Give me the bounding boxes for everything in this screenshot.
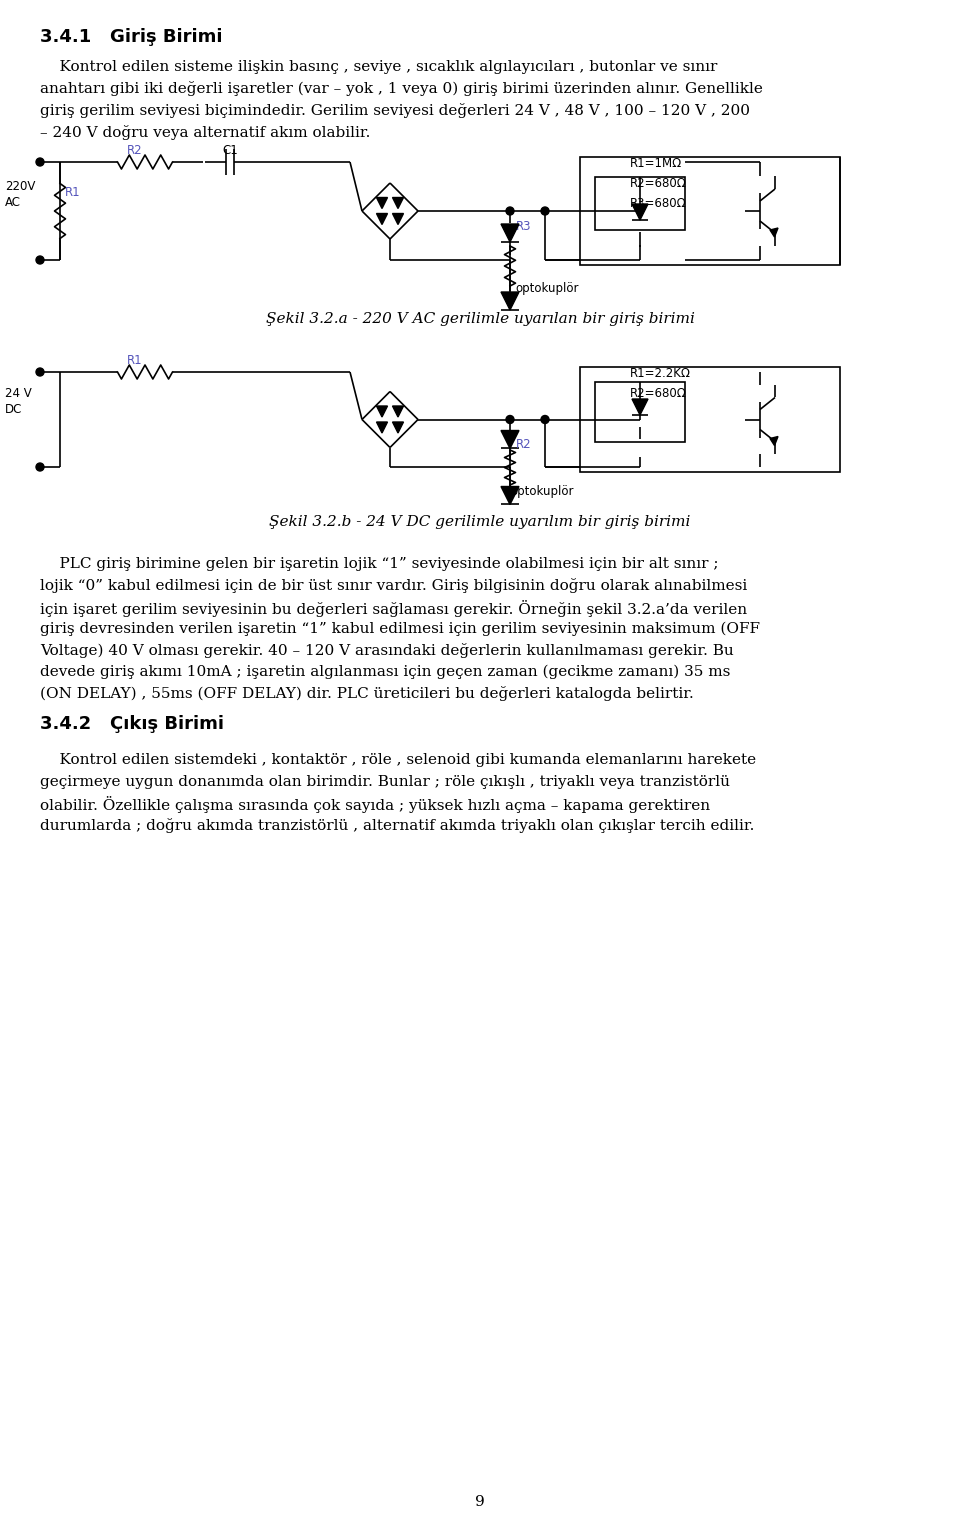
Text: lojik “0” kabul edilmesi için de bir üst sınır vardır. Giriş bilgisinin doğru ol: lojik “0” kabul edilmesi için de bir üst…	[40, 579, 747, 594]
Polygon shape	[376, 421, 388, 434]
Circle shape	[506, 208, 514, 215]
Text: geçirmeye uygun donanımda olan birimdir. Bunlar ; röle çıkışlı , triyaklı veya t: geçirmeye uygun donanımda olan birimdir.…	[40, 776, 730, 789]
Text: anahtarı gibi iki değerli işaretler (var – yok , 1 veya 0) giriş birimi üzerinde: anahtarı gibi iki değerli işaretler (var…	[40, 81, 763, 96]
Text: R1: R1	[127, 354, 143, 366]
Text: Voltage) 40 V olması gerekir. 40 – 120 V arasındaki değerlerin kullanılmaması ge: Voltage) 40 V olması gerekir. 40 – 120 V…	[40, 643, 733, 658]
Text: Kontrol edilen sisteme ilişkin basınç , seviye , sıcaklık algılayıcıları , buton: Kontrol edilen sisteme ilişkin basınç , …	[40, 60, 717, 73]
Text: C1: C1	[222, 144, 238, 157]
Text: – 240 V doğru veya alternatif akım olabilir.: – 240 V doğru veya alternatif akım olabi…	[40, 125, 371, 139]
Polygon shape	[501, 224, 519, 241]
Text: R1=2.2KΩ: R1=2.2KΩ	[630, 366, 691, 380]
Text: R2=680Ω: R2=680Ω	[630, 177, 686, 189]
Text: AC: AC	[5, 195, 21, 209]
Text: R1: R1	[65, 186, 81, 199]
Text: giriş devresinden verilen işaretin “1” kabul edilmesi için gerilim seviyesinin m: giriş devresinden verilen işaretin “1” k…	[40, 621, 760, 635]
Text: 24 V: 24 V	[5, 386, 32, 400]
Polygon shape	[376, 214, 388, 224]
Text: Şekil 3.2.a - 220 V AC gerilimle uyarılan bir giriş birimi: Şekil 3.2.a - 220 V AC gerilimle uyarıla…	[266, 312, 694, 325]
Polygon shape	[393, 421, 403, 434]
Circle shape	[541, 208, 549, 215]
Polygon shape	[393, 214, 403, 224]
Text: için işaret gerilim seviyesinin bu değerleri sağlaması gerekir. Örneğin şekil 3.: için işaret gerilim seviyesinin bu değer…	[40, 600, 747, 617]
Text: devede giriş akımı 10mA ; işaretin algılanması için geçen zaman (gecikme zamanı): devede giriş akımı 10mA ; işaretin algıl…	[40, 664, 731, 680]
Text: Kontrol edilen sistemdeki , kontaktör , röle , selenoid gibi kumanda elemanların: Kontrol edilen sistemdeki , kontaktör , …	[40, 753, 756, 768]
Polygon shape	[393, 197, 403, 209]
Bar	[580, 366, 840, 472]
Polygon shape	[501, 292, 519, 310]
Circle shape	[541, 415, 549, 423]
Circle shape	[36, 257, 44, 264]
Circle shape	[506, 415, 514, 423]
Text: olabilir. Özellikle çalışma sırasında çok sayıda ; yüksek hızlı açma – kapama ge: olabilir. Özellikle çalışma sırasında ço…	[40, 797, 710, 814]
Circle shape	[36, 157, 44, 166]
Text: 9: 9	[475, 1495, 485, 1509]
Text: DC: DC	[5, 403, 22, 415]
Text: Şekil 3.2.b - 24 V DC gerilimle uyarılım bir giriş birimi: Şekil 3.2.b - 24 V DC gerilimle uyarılım…	[270, 515, 690, 528]
Text: optokuplör: optokuplör	[515, 282, 579, 295]
Text: (ON DELAY) , 55ms (OFF DELAY) dir. PLC üreticileri bu değerleri katalogda belirt: (ON DELAY) , 55ms (OFF DELAY) dir. PLC ü…	[40, 686, 694, 701]
Circle shape	[36, 463, 44, 470]
Polygon shape	[770, 437, 778, 446]
Text: R3: R3	[516, 220, 532, 234]
Text: R2: R2	[127, 144, 143, 157]
Bar	[595, 382, 685, 441]
Text: 3.4.2   Çıkış Birimi: 3.4.2 Çıkış Birimi	[40, 716, 224, 733]
Polygon shape	[376, 197, 388, 209]
Text: durumlarda ; doğru akımda tranzistörlü , alternatif akımda triyaklı olan çıkışla: durumlarda ; doğru akımda tranzistörlü ,…	[40, 818, 755, 834]
Polygon shape	[376, 406, 388, 417]
Polygon shape	[632, 205, 648, 220]
Polygon shape	[501, 487, 519, 504]
Bar	[580, 157, 840, 266]
Bar	[595, 177, 685, 231]
Circle shape	[36, 368, 44, 376]
Text: 220V: 220V	[5, 180, 36, 192]
Polygon shape	[393, 406, 403, 417]
Polygon shape	[501, 431, 519, 449]
Polygon shape	[632, 399, 648, 415]
Text: R3=680Ω: R3=680Ω	[630, 197, 686, 211]
Text: R2=680Ω: R2=680Ω	[630, 386, 686, 400]
Text: PLC giriş birimine gelen bir işaretin lojik “1” seviyesinde olabilmesi için bir : PLC giriş birimine gelen bir işaretin lo…	[40, 557, 718, 571]
Polygon shape	[770, 228, 778, 237]
Text: giriş gerilim seviyesi biçimindedir. Gerilim seviyesi değerleri 24 V , 48 V , 10: giriş gerilim seviyesi biçimindedir. Ger…	[40, 102, 750, 118]
Text: R1=1MΩ: R1=1MΩ	[630, 157, 683, 169]
Text: 3.4.1   Giriş Birimi: 3.4.1 Giriş Birimi	[40, 27, 223, 46]
Text: R2: R2	[516, 438, 532, 450]
Text: optokuplör: optokuplör	[510, 486, 573, 498]
